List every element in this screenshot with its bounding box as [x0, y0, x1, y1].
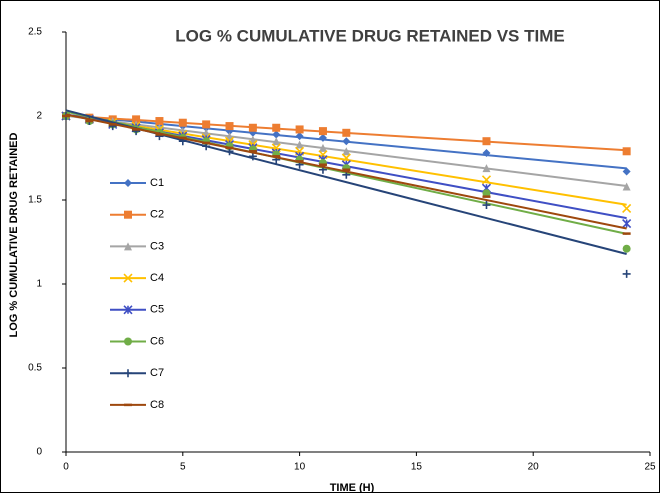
marker	[318, 133, 327, 142]
x-tick-label: 0	[63, 462, 69, 473]
marker	[272, 130, 281, 139]
marker	[342, 137, 351, 146]
y-tick-label: 0	[36, 447, 42, 458]
marker	[482, 137, 491, 146]
legend-text: C2	[150, 209, 164, 221]
legend-text: C7	[150, 367, 164, 379]
x-tick-label: 10	[294, 462, 306, 473]
marker	[622, 203, 632, 213]
marker	[124, 369, 132, 378]
marker	[202, 120, 211, 129]
x-axis-label: TIME (H)	[330, 482, 375, 493]
x-tick-label: 5	[180, 462, 186, 473]
marker	[178, 118, 187, 127]
marker	[482, 164, 491, 173]
marker	[622, 167, 631, 176]
chart-title: LOG % CUMULATIVE DRUG RETAINED VS TIME	[175, 26, 564, 45]
y-tick-label: 2.5	[28, 27, 42, 38]
marker	[123, 305, 133, 315]
y-axis-label: LOG % CUMULATIVE DRUG RETAINED	[8, 132, 20, 337]
marker	[295, 125, 304, 134]
marker	[295, 132, 304, 141]
y-tick-label: 2	[36, 111, 42, 122]
marker	[124, 179, 132, 187]
legend-item: C6	[110, 335, 164, 347]
marker	[318, 127, 327, 136]
marker	[272, 123, 281, 132]
legend-text: C1	[150, 177, 164, 189]
x-tick-label: 15	[411, 462, 423, 473]
marker	[124, 210, 132, 219]
legend-item: C4	[110, 272, 164, 284]
marker	[622, 182, 631, 191]
marker	[482, 189, 491, 198]
legend-item: C2	[110, 209, 164, 221]
legend-item: C5	[110, 304, 164, 316]
marker	[482, 148, 491, 157]
marker	[123, 273, 133, 283]
legend-item: C8	[110, 399, 164, 411]
legend-text: C3	[150, 240, 164, 252]
marker	[318, 143, 327, 152]
legend-item: C1	[110, 177, 164, 189]
marker	[482, 201, 491, 210]
marker	[155, 117, 164, 126]
marker	[225, 122, 234, 131]
marker	[622, 244, 631, 253]
y-tick-label: 0.5	[28, 363, 42, 374]
marker	[341, 153, 351, 163]
marker	[622, 218, 632, 229]
marker	[124, 337, 132, 346]
marker	[132, 115, 141, 124]
legend-item: C3	[110, 240, 164, 252]
marker	[272, 137, 281, 146]
legend-text: C4	[150, 272, 164, 284]
marker	[225, 127, 234, 136]
marker	[124, 242, 132, 251]
legend-text: C6	[150, 335, 164, 347]
legend-item: C7	[110, 367, 164, 379]
x-tick-label: 25	[644, 462, 656, 473]
marker	[342, 128, 351, 137]
marker	[622, 147, 631, 156]
y-tick-label: 1.5	[28, 195, 42, 206]
marker	[295, 140, 304, 149]
y-tick-label: 1	[36, 279, 42, 290]
legend-text: C8	[150, 399, 164, 411]
marker	[481, 175, 492, 185]
legend-text: C5	[150, 304, 164, 316]
marker	[248, 152, 257, 161]
marker	[248, 123, 257, 132]
marker	[622, 269, 631, 278]
x-tick-label: 20	[528, 462, 540, 473]
marker	[342, 147, 351, 156]
